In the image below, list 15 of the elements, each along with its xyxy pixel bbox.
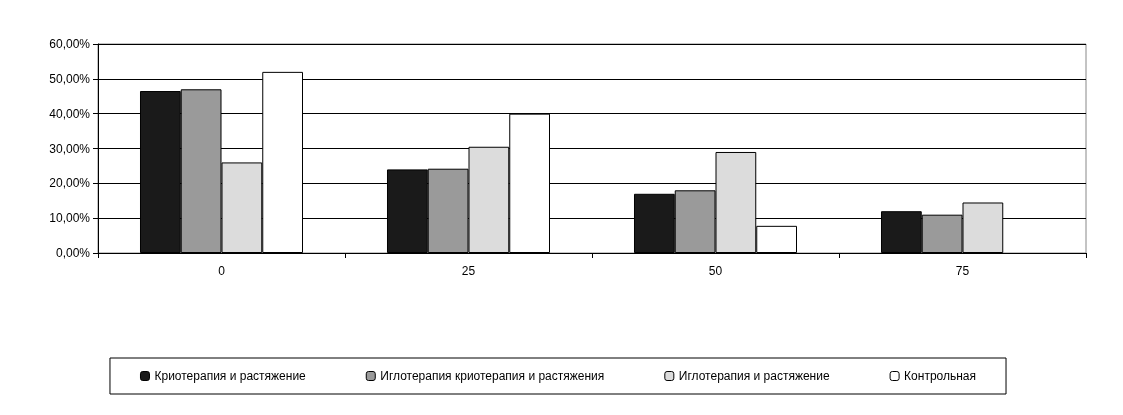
- y-tick-label: 50,00%: [49, 71, 91, 86]
- legend-label: Иглотерапия и растяжение: [678, 369, 830, 383]
- x-tick-label: 75: [955, 264, 970, 278]
- x-tick-label: 50: [708, 264, 723, 278]
- legend-label: Контрольная: [904, 369, 977, 383]
- y-tick-label: 40,00%: [49, 106, 91, 121]
- legend-label: Иглотерапия криотерапия и растяжения: [380, 369, 605, 383]
- x-tick-label: 0: [218, 264, 226, 278]
- y-tick-label: 60,00%: [49, 37, 91, 51]
- y-tick-label: 20,00%: [49, 176, 91, 191]
- y-tick-label: 30,00%: [49, 141, 91, 156]
- y-tick-label: 10,00%: [49, 211, 91, 226]
- legend-label: Криотерапия и растяжение: [154, 369, 307, 383]
- x-tick-label: 25: [461, 264, 476, 278]
- y-tick-label: 0,00%: [55, 246, 91, 260]
